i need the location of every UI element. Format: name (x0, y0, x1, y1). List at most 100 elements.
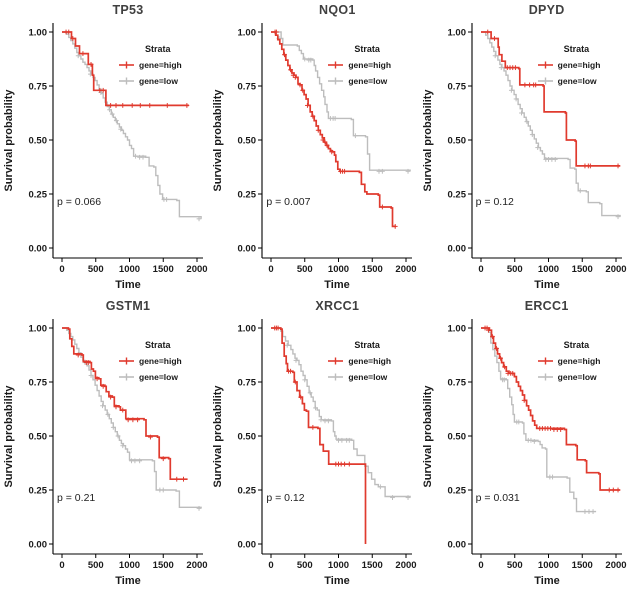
svg-text:2000: 2000 (605, 560, 626, 571)
svg-text:Time: Time (325, 575, 350, 587)
legend-item-high: gene=high (327, 59, 419, 70)
legend-title: Strata (354, 340, 380, 350)
svg-text:1000: 1000 (328, 560, 349, 571)
strata-legend: Strata gene=high gene=low (118, 340, 210, 382)
legend-label: gene=low (557, 371, 597, 382)
svg-text:0: 0 (269, 264, 274, 275)
censor-plus-icon-low (537, 77, 553, 84)
svg-text:1.00: 1.00 (29, 324, 48, 335)
svg-text:0.75: 0.75 (29, 82, 48, 93)
strata-legend: Strata gene=high gene=low (537, 340, 628, 382)
legend-title: Strata (145, 44, 171, 54)
km-chart: 0 500 1000 1500 2000 0.00 0.25 0.50 0.75 1.00 Time… (212, 319, 417, 587)
legend-label: gene=high (348, 59, 392, 70)
svg-text:Survival probability: Survival probability (212, 385, 224, 488)
svg-text:1.00: 1.00 (447, 28, 466, 39)
svg-text:Survival probability: Survival probability (212, 89, 224, 192)
svg-text:0.75: 0.75 (238, 82, 257, 93)
svg-text:0: 0 (478, 264, 483, 275)
svg-text:1500: 1500 (362, 264, 383, 275)
svg-text:Survival probability: Survival probability (422, 89, 434, 192)
legend-item-low: gene=low (118, 371, 210, 382)
svg-text:Time: Time (534, 279, 559, 291)
legend-item-high: gene=high (118, 355, 210, 366)
panel-title: GSTM1 (105, 299, 151, 313)
legend-item-high: gene=high (537, 59, 628, 70)
censor-plus-icon-high (328, 357, 344, 364)
survival-panel-tp53: TP53 0 500 1000 1500 2000 0.00 0.25 0.50 0.75 1.0… (0, 0, 209, 296)
svg-text:1000: 1000 (119, 264, 140, 275)
svg-text:0.75: 0.75 (447, 378, 466, 389)
svg-text:2000: 2000 (396, 264, 417, 275)
legend-label: gene=low (348, 371, 388, 382)
svg-text:1500: 1500 (153, 560, 174, 571)
svg-text:0.50: 0.50 (238, 136, 257, 147)
censor-plus-icon-low (119, 77, 134, 84)
pvalue-text: p = 0.21 (57, 492, 96, 504)
survival-panel-xrcc1: XRCC1 0 500 1000 1500 2000 0.00 0.25 0.50 0.75 1.… (209, 296, 418, 592)
svg-text:1000: 1000 (328, 264, 349, 275)
svg-text:0.75: 0.75 (238, 378, 257, 389)
svg-text:0: 0 (269, 560, 274, 571)
survival-panel-dpyd: DPYD 0 500 1000 1500 2000 0.00 0.25 0.50 0.75 1.0… (419, 0, 628, 296)
svg-text:Survival probability: Survival probability (3, 89, 15, 192)
svg-text:0.00: 0.00 (238, 540, 257, 551)
survival-panel-nqo1: NQO1 0 500 1000 1500 2000 0.00 0.25 0.50 0.75 1.0… (209, 0, 418, 296)
svg-text:Survival probability: Survival probability (3, 385, 15, 488)
svg-text:0.00: 0.00 (447, 244, 466, 255)
panel-title: ERCC1 (524, 299, 569, 313)
svg-text:1500: 1500 (153, 264, 174, 275)
svg-text:1.00: 1.00 (238, 324, 257, 335)
svg-text:500: 500 (297, 264, 313, 275)
legend-label: gene=high (557, 355, 601, 366)
legend-title: Strata (563, 340, 590, 350)
legend-item-low: gene=low (118, 75, 210, 86)
km-chart: 0 500 1000 1500 2000 0.00 0.25 0.50 0.75 1.00 Time… (422, 319, 626, 587)
svg-text:500: 500 (297, 560, 313, 571)
legend-label: gene=high (348, 355, 392, 366)
svg-text:1000: 1000 (119, 560, 140, 571)
svg-text:1500: 1500 (571, 560, 592, 571)
svg-text:0.00: 0.00 (29, 244, 48, 255)
legend-item-low: gene=low (327, 371, 419, 382)
svg-text:0.25: 0.25 (29, 486, 48, 497)
panel-title: XRCC1 (315, 299, 360, 313)
svg-text:0.50: 0.50 (29, 136, 48, 147)
svg-text:0.50: 0.50 (238, 432, 257, 443)
censor-plus-icon-low (328, 373, 344, 380)
censor-plus-icon-high (537, 61, 553, 68)
censor-plus-icon-high (119, 357, 134, 364)
strata-legend: Strata gene=high gene=low (327, 340, 419, 382)
svg-text:Time: Time (115, 279, 140, 291)
svg-text:0.25: 0.25 (447, 190, 466, 201)
svg-text:500: 500 (506, 560, 522, 571)
censor-plus-icon-high (328, 61, 344, 68)
legend-label: gene=high (139, 59, 182, 70)
panel-title: NQO1 (319, 3, 356, 17)
pvalue-text: p = 0.12 (475, 196, 514, 208)
panel-title: TP53 (112, 3, 144, 17)
svg-text:Survival probability: Survival probability (422, 385, 434, 488)
survival-panel-ercc1: ERCC1 0 500 1000 1500 2000 0.00 0.25 0.50 0.75 1.… (419, 296, 628, 592)
panel-title: DPYD (528, 3, 565, 17)
svg-text:0.25: 0.25 (29, 190, 48, 201)
svg-text:0: 0 (59, 264, 64, 275)
legend-label: gene=high (557, 59, 601, 70)
svg-text:0.00: 0.00 (447, 540, 466, 551)
km-chart: 0 500 1000 1500 2000 0.00 0.25 0.50 0.75 1.00 Time… (212, 23, 417, 291)
km-chart: 0 500 1000 1500 2000 0.00 0.25 0.50 0.75 1.00 Time… (422, 23, 626, 291)
svg-text:1500: 1500 (571, 264, 592, 275)
legend-item-high: gene=high (118, 59, 210, 70)
km-chart: 0 500 1000 1500 2000 0.00 0.25 0.50 0.75 1.00 Time… (3, 23, 208, 291)
legend-label: gene=low (348, 75, 388, 86)
svg-text:0.25: 0.25 (238, 190, 257, 201)
survival-panel-gstm1: GSTM1 0 500 1000 1500 2000 0.00 0.25 0.50 0.75 1.… (0, 296, 209, 592)
svg-text:0.50: 0.50 (29, 432, 48, 443)
svg-text:500: 500 (88, 560, 104, 571)
legend-label: gene=low (139, 371, 178, 382)
km-chart: 0 500 1000 1500 2000 0.00 0.25 0.50 0.75 1.00 Time… (3, 319, 208, 587)
legend-item-high: gene=high (537, 355, 628, 366)
svg-text:500: 500 (506, 264, 522, 275)
svg-text:2000: 2000 (605, 264, 626, 275)
